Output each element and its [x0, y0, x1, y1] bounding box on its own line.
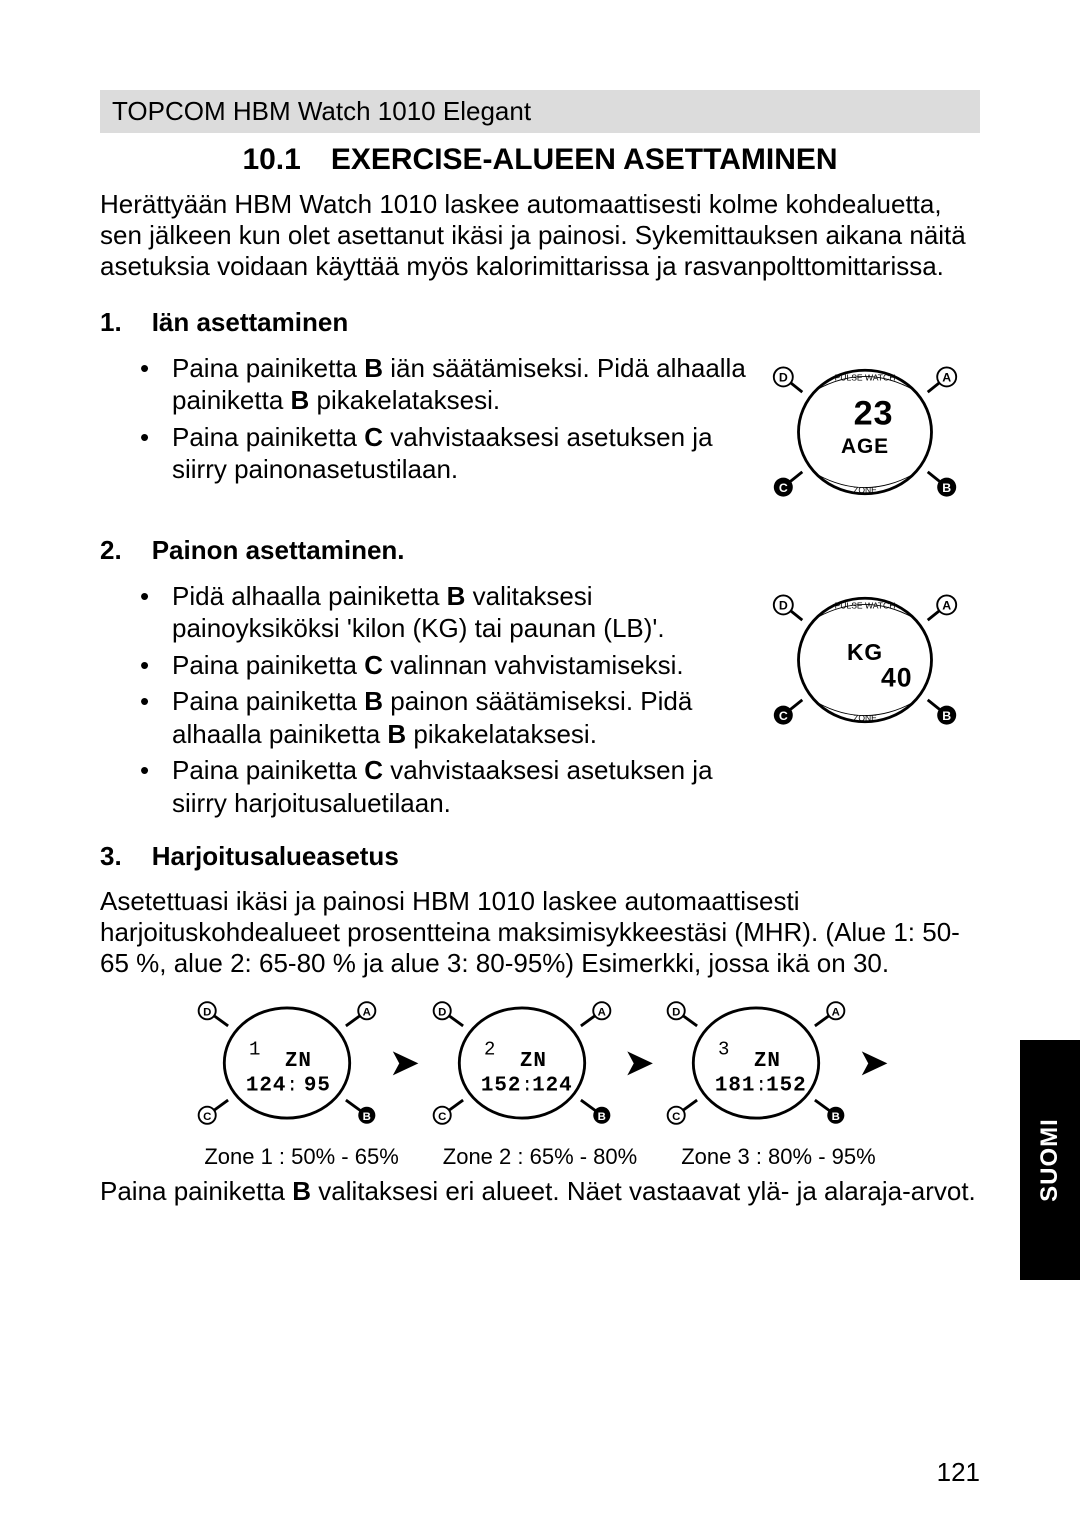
- svg-text:A: A: [942, 370, 951, 384]
- watch-age-diagram: PULSE WATCH ZONE 23 AGE D A C B: [770, 352, 960, 512]
- zones-paragraph: Asetettuasi ikäsi ja painosi HBM 1010 la…: [100, 886, 980, 980]
- svg-text:124: 124: [246, 1074, 286, 1097]
- step-title: Painon asettaminen.: [152, 535, 405, 566]
- svg-text:D: D: [203, 1006, 211, 1018]
- list-item: Paina painiketta C vahvistaaksesi asetuk…: [100, 754, 754, 819]
- watch-zone3-diagram: 3 ZN 181 152 : D A C B: [661, 988, 851, 1138]
- step-1: 1. Iän asettaminen Paina painiketta B iä…: [100, 307, 980, 517]
- svg-text:D: D: [438, 1006, 446, 1018]
- zone2-label: Zone 2 : 65% - 80%: [443, 1144, 637, 1170]
- language-tab: SUOMI: [1020, 1040, 1080, 1280]
- section-title: 10.1 EXERCISE-ALUEEN ASETTAMINEN: [100, 143, 980, 177]
- svg-text:C: C: [672, 1111, 680, 1123]
- zone1-label: Zone 1 : 50% - 65%: [204, 1144, 398, 1170]
- svg-text:40: 40: [881, 662, 912, 692]
- svg-text::: :: [287, 1074, 299, 1096]
- section-title-text: EXERCISE-ALUEEN ASETTAMINEN: [331, 143, 838, 176]
- svg-text:ZN: ZN: [754, 1049, 781, 1072]
- svg-text:ZONE: ZONE: [853, 712, 877, 722]
- svg-text:C: C: [779, 708, 788, 722]
- language-tab-label: SUOMI: [1036, 1118, 1064, 1202]
- list-item: Paina painiketta C valinnan vahvistamise…: [100, 649, 754, 682]
- zone-labels: Zone 1 : 50% - 65% Zone 2 : 65% - 80% Zo…: [100, 1144, 980, 1170]
- svg-text:D: D: [672, 1006, 680, 1018]
- svg-text:95: 95: [304, 1074, 331, 1097]
- svg-text:152: 152: [481, 1074, 521, 1097]
- svg-text:ZN: ZN: [520, 1049, 547, 1072]
- list-item: Pidä alhaalla painiketta B valitaksesi p…: [100, 580, 754, 645]
- list-item: Paina painiketta C vahvistaaksesi asetuk…: [100, 421, 754, 486]
- svg-text::: :: [756, 1074, 768, 1096]
- svg-text:B: B: [942, 708, 951, 722]
- intro-paragraph: Herättyään HBM Watch 1010 laskee automaa…: [100, 189, 980, 283]
- svg-text:1: 1: [249, 1038, 261, 1060]
- svg-text:A: A: [832, 1006, 840, 1018]
- step-3: 3. Harjoitusalueasetus Asetettuasi ikäsi…: [100, 841, 980, 1207]
- svg-text:D: D: [779, 598, 788, 612]
- svg-text:C: C: [438, 1111, 446, 1123]
- arrow-icon: ➤: [859, 1043, 888, 1083]
- svg-text:A: A: [363, 1006, 371, 1018]
- svg-text:152: 152: [766, 1074, 806, 1097]
- document-header: TOPCOM HBM Watch 1010 Elegant: [100, 90, 980, 133]
- svg-text:B: B: [832, 1111, 840, 1123]
- svg-text:PULSE WATCH: PULSE WATCH: [835, 372, 896, 382]
- list-item: Paina painiketta B iän säätämiseksi. Pid…: [100, 352, 754, 417]
- svg-text:C: C: [203, 1111, 211, 1123]
- svg-text:23: 23: [854, 394, 894, 432]
- step-title: Harjoitusalueasetus: [152, 841, 399, 872]
- page-number: 121: [937, 1457, 980, 1488]
- svg-text:D: D: [779, 370, 788, 384]
- watch-zone1-diagram: 1 ZN 124 95 : D A C B: [192, 988, 382, 1138]
- svg-text:A: A: [942, 598, 951, 612]
- svg-text:AGE: AGE: [841, 434, 889, 457]
- svg-text:2: 2: [484, 1038, 496, 1060]
- svg-text:A: A: [597, 1006, 605, 1018]
- svg-text:ZN: ZN: [285, 1049, 312, 1072]
- after-zones-paragraph: Paina painiketta B valitaksesi eri aluee…: [100, 1176, 980, 1207]
- watch-zone2-diagram: 2 ZN 152 124 : D A C B: [427, 988, 617, 1138]
- svg-text:181: 181: [715, 1074, 755, 1097]
- step-title: Iän asettaminen: [152, 307, 349, 338]
- svg-text:ZONE: ZONE: [853, 484, 877, 494]
- list-item: Paina painiketta B painon säätämiseksi. …: [100, 685, 754, 750]
- arrow-icon: ➤: [625, 1043, 654, 1083]
- svg-text:B: B: [597, 1111, 605, 1123]
- zone3-label: Zone 3 : 80% - 95%: [681, 1144, 875, 1170]
- svg-text:3: 3: [718, 1038, 730, 1060]
- watch-weight-diagram: PULSE WATCH ZONE KG 40 D A C B: [770, 580, 960, 740]
- svg-text::: :: [521, 1074, 533, 1096]
- svg-text:124: 124: [532, 1074, 572, 1097]
- arrow-icon: ➤: [390, 1043, 419, 1083]
- step-number: 3.: [100, 841, 122, 872]
- step-number: 2.: [100, 535, 122, 566]
- svg-text:B: B: [942, 480, 951, 494]
- svg-text:KG: KG: [847, 639, 883, 665]
- svg-text:PULSE WATCH: PULSE WATCH: [835, 600, 896, 610]
- section-number: 10.1: [242, 143, 300, 176]
- step-number: 1.: [100, 307, 122, 338]
- zones-row: 1 ZN 124 95 : D A C B ➤ 2 ZN 152 124 :: [100, 988, 980, 1138]
- svg-text:B: B: [363, 1111, 371, 1123]
- step-2: 2. Painon asettaminen. Pidä alhaalla pai…: [100, 535, 980, 824]
- svg-text:C: C: [779, 480, 788, 494]
